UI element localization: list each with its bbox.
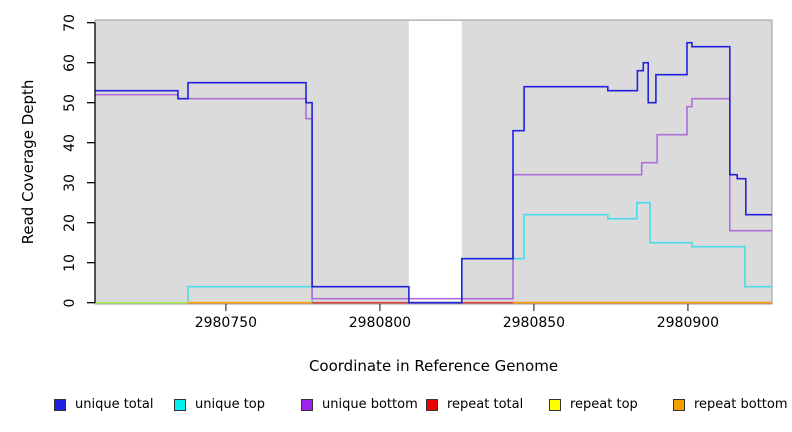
x-tick-label: 2980900 <box>656 315 720 331</box>
y-tick-label: 60 <box>62 53 78 72</box>
series-line-unique-total <box>95 41 772 304</box>
y-tick-label: 50 <box>62 93 78 112</box>
coverage-gap-band <box>408 21 462 304</box>
x-tick-label: 2980850 <box>502 315 566 331</box>
y-tick-label: 30 <box>62 173 78 192</box>
x-axis-title: Coordinate in Reference Genome <box>308 357 559 375</box>
y-tick-label: 10 <box>62 253 78 272</box>
x-tick-label: 2980750 <box>194 315 258 331</box>
y-axis-title: Read Coverage Depth <box>19 79 37 245</box>
y-tick-label: 40 <box>62 133 78 152</box>
x-tick-label: 2980800 <box>348 315 412 331</box>
y-tick-label: 0 <box>62 298 78 308</box>
y-tick-label: 20 <box>62 213 78 232</box>
y-tick-label: 70 <box>62 13 78 32</box>
